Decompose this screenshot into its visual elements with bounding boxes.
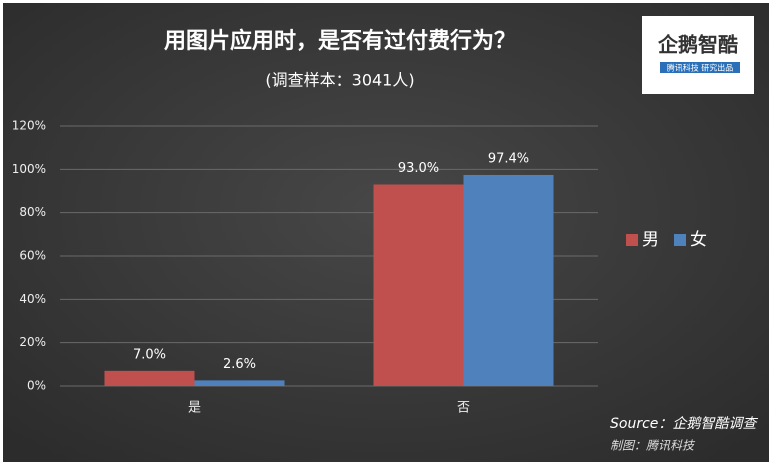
y-tick-label: 0% <box>27 379 46 393</box>
x-tick-label: 是 <box>188 401 201 416</box>
chart-title: 用图片应用时，是否有过付费行为？ <box>164 28 516 54</box>
source: Source：企鹅智酷调查 <box>610 416 758 432</box>
legend-swatch <box>674 234 686 246</box>
legend-swatch <box>626 234 638 246</box>
bar <box>373 184 464 386</box>
bar <box>463 174 554 386</box>
x-tick-label: 否 <box>457 401 470 416</box>
bar <box>104 370 195 386</box>
logo <box>642 16 754 94</box>
value-label: 2.6% <box>223 357 256 372</box>
y-tick-label: 100% <box>12 162 46 176</box>
logo-title: 企鹅智酷 <box>657 33 738 57</box>
legend-label: 女 <box>690 230 707 250</box>
value-label: 93.0% <box>398 161 439 176</box>
y-tick-label: 60% <box>19 249 46 263</box>
y-tick-label: 120% <box>12 119 46 133</box>
value-label: 7.0% <box>133 347 166 362</box>
y-tick-label: 80% <box>19 205 46 219</box>
y-tick-label: 20% <box>19 335 46 349</box>
bar <box>194 380 285 386</box>
logo-subtitle: 腾讯科技 研究出品 <box>667 63 734 73</box>
chart-subtitle: (调查样本：3041人) <box>265 71 414 90</box>
y-tick-label: 40% <box>19 292 46 306</box>
value-label: 97.4% <box>488 151 529 166</box>
legend-label: 男 <box>642 230 659 250</box>
logo-band <box>660 62 740 73</box>
credit: 制图：腾讯科技 <box>610 439 696 453</box>
